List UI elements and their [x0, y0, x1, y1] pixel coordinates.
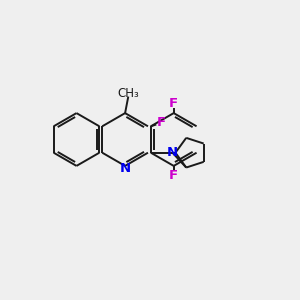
Text: N: N: [119, 161, 131, 175]
Text: CH₃: CH₃: [118, 87, 140, 100]
Text: F: F: [169, 97, 178, 110]
Text: F: F: [157, 116, 166, 129]
Text: N: N: [167, 146, 178, 159]
Text: F: F: [169, 169, 178, 182]
